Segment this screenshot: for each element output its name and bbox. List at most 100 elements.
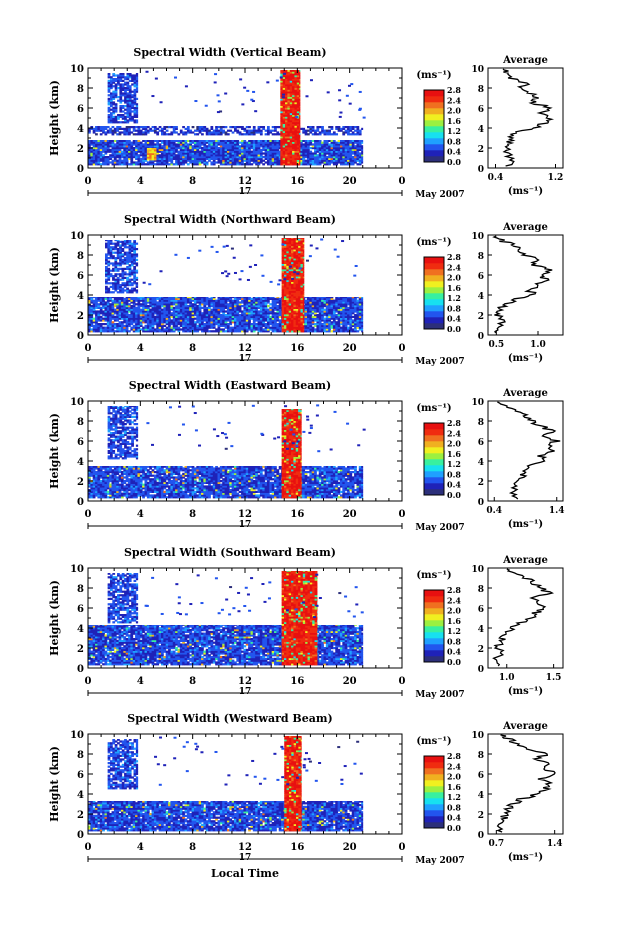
heatmap-cell	[285, 136, 288, 139]
heatmap-cell	[257, 305, 261, 308]
heatmap-cell	[123, 152, 127, 155]
heatmap-cell	[250, 141, 254, 144]
heatmap-cell	[314, 143, 317, 146]
heatmap-cell	[90, 297, 94, 299]
heatmap-cell	[257, 156, 261, 159]
heatmap-cell	[168, 154, 171, 157]
heatmap-cell	[153, 151, 157, 154]
heatmap-cell	[104, 303, 108, 306]
heatmap-cell	[231, 328, 235, 331]
heatmap-cell	[126, 94, 130, 97]
heatmap-cell	[215, 310, 218, 313]
heatmap-cell	[224, 154, 228, 157]
heatmap-cell	[266, 140, 270, 142]
heatmap-cell	[165, 323, 169, 326]
heatmap-cell	[280, 139, 284, 142]
heatmap-cell	[222, 129, 225, 132]
heatmap-cell	[299, 163, 303, 166]
heatmap-cell	[234, 140, 237, 142]
heatmap-cell	[351, 127, 355, 130]
heatmap-cell	[139, 157, 143, 160]
heatmap-cell	[177, 133, 181, 136]
heatmap-cell	[210, 319, 214, 322]
heatmap-cell	[146, 141, 150, 144]
heatmap-cell	[224, 161, 228, 164]
heatmap-cell	[236, 159, 240, 162]
heatmap-cell	[158, 305, 162, 308]
heatmap-cell	[88, 150, 91, 153]
heatmap-cell	[124, 117, 127, 120]
heatmap-cell	[90, 152, 94, 155]
heatmap-cell	[342, 131, 346, 134]
heatmap-cell	[231, 321, 235, 324]
heatmap-cell	[119, 121, 123, 124]
heatmap-cell	[90, 310, 94, 313]
heatmap-cell	[212, 159, 216, 162]
heatmap-cell	[168, 126, 171, 129]
heatmap-cell	[282, 150, 286, 153]
heatmap-cell	[226, 299, 230, 302]
heatmap-cell	[238, 306, 242, 309]
heatmap-cell	[342, 150, 346, 153]
heatmap-cell	[294, 134, 298, 137]
heatmap-cell	[149, 299, 152, 302]
heatmap-cell	[302, 143, 306, 146]
heatmap-cell	[294, 147, 298, 150]
heatmap-cell	[182, 141, 185, 144]
y-tick-label: 2	[77, 144, 84, 155]
heatmap-cell	[123, 330, 127, 333]
heatmap-cell	[146, 319, 150, 322]
heatmap-cell	[168, 156, 171, 159]
heatmap-cell	[151, 151, 155, 154]
heatmap-cell	[325, 131, 329, 134]
heatmap-cell	[274, 297, 277, 300]
heatmap-cell	[231, 326, 235, 329]
heatmap-cell	[323, 152, 327, 155]
heatmap-cell	[282, 132, 286, 135]
heatmap-cell	[97, 312, 101, 315]
heatmap-cell	[224, 314, 228, 317]
heatmap-cell	[163, 330, 167, 333]
heatmap-cell	[107, 87, 111, 90]
heatmap-cell	[128, 97, 132, 100]
heatmap-cell	[158, 299, 162, 302]
heatmap-cell	[299, 120, 301, 123]
heatmap-cell	[106, 147, 110, 150]
heatmap-cell	[161, 303, 164, 306]
heatmap-cell	[224, 297, 228, 299]
heatmap-cell	[156, 150, 160, 153]
heatmap-cell	[243, 317, 247, 320]
heatmap-cell	[130, 159, 134, 162]
heatmap-cell	[212, 133, 216, 136]
heatmap-cell	[182, 152, 185, 155]
heatmap-cell	[177, 301, 181, 304]
heatmap-cell	[142, 143, 145, 146]
heatmap-cell	[274, 127, 277, 130]
heatmap-cell	[231, 308, 235, 311]
heatmap-cell	[121, 94, 125, 97]
heatmap-cell	[135, 306, 138, 309]
heatmap-cell	[257, 310, 261, 313]
heatmap-cell	[109, 129, 112, 132]
heatmap-cell	[296, 150, 300, 153]
heatmap-cell	[282, 103, 286, 106]
heatmap-cell	[285, 148, 288, 151]
heatmap-cell	[257, 129, 261, 132]
heatmap-cell	[137, 328, 141, 331]
heatmap-cell	[120, 324, 124, 327]
heatmap-cell	[123, 159, 127, 162]
heatmap-cell	[245, 305, 249, 308]
heatmap-cell	[262, 315, 266, 318]
heatmap-cell	[321, 131, 324, 134]
heatmap-cell	[135, 317, 138, 320]
heatmap-cell	[335, 148, 339, 151]
heatmap-cell	[126, 115, 130, 118]
heatmap-cell	[203, 127, 207, 130]
heatmap-cell	[255, 312, 258, 315]
heatmap-cell	[201, 161, 204, 164]
heatmap-cell	[217, 328, 221, 331]
heatmap-cell	[215, 145, 218, 148]
heatmap-cell	[316, 140, 320, 142]
heatmap-cell	[189, 301, 193, 304]
heatmap-cell	[120, 127, 124, 130]
